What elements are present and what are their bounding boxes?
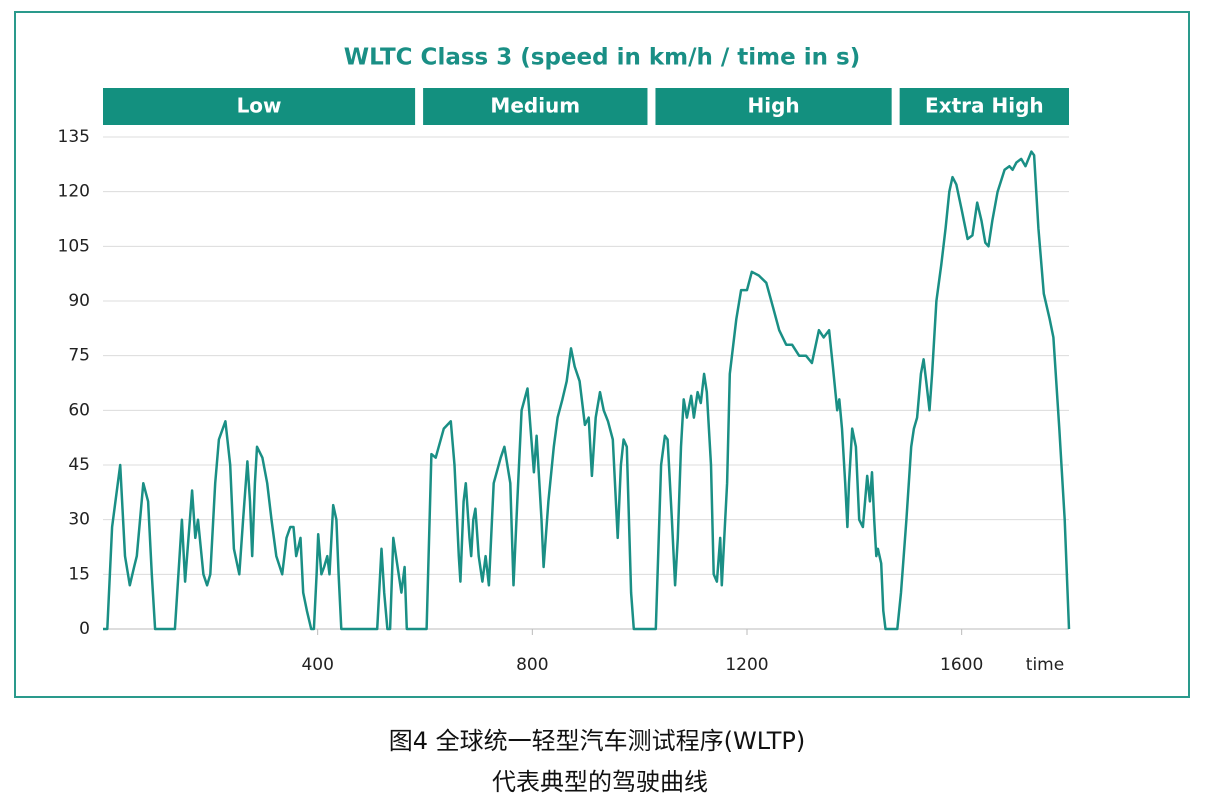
y-tick-label: 30 [68, 510, 90, 530]
phase-label: High [747, 94, 799, 118]
speed-line [103, 150, 1071, 631]
x-tick-label: 1600 [940, 655, 983, 675]
y-tick-label: 45 [68, 455, 90, 475]
phase-label: Extra High [925, 94, 1044, 118]
x-tick-label: 1200 [725, 655, 768, 675]
phase-band [103, 88, 416, 125]
y-tick-label: 120 [58, 182, 90, 202]
x-tick-label: 400 [301, 655, 333, 675]
y-tick-label: 0 [79, 619, 90, 639]
y-tick-label: 90 [68, 291, 90, 311]
x-tick-label: 800 [516, 655, 548, 675]
phase-band [423, 88, 648, 125]
y-tick-label: 135 [58, 127, 90, 147]
caption-line: 图4 全球统一轻型汽车测试程序(WLTP) [389, 727, 806, 755]
y-tick-label: 60 [68, 400, 90, 420]
phase-band [655, 88, 892, 125]
phase-label: Low [237, 94, 282, 118]
phase-label: Medium [490, 94, 580, 118]
y-tick-label: 75 [68, 346, 90, 366]
y-tick-label: 15 [68, 564, 90, 584]
x-axis-label: time [1026, 655, 1064, 675]
chart-frame [14, 11, 1190, 698]
phase-band [899, 88, 1069, 125]
caption-line: 代表典型的驾驶曲线 [492, 768, 708, 796]
chart-title: WLTC Class 3 (speed in km/h / time in s) [344, 45, 860, 71]
y-tick-label: 105 [58, 236, 90, 256]
